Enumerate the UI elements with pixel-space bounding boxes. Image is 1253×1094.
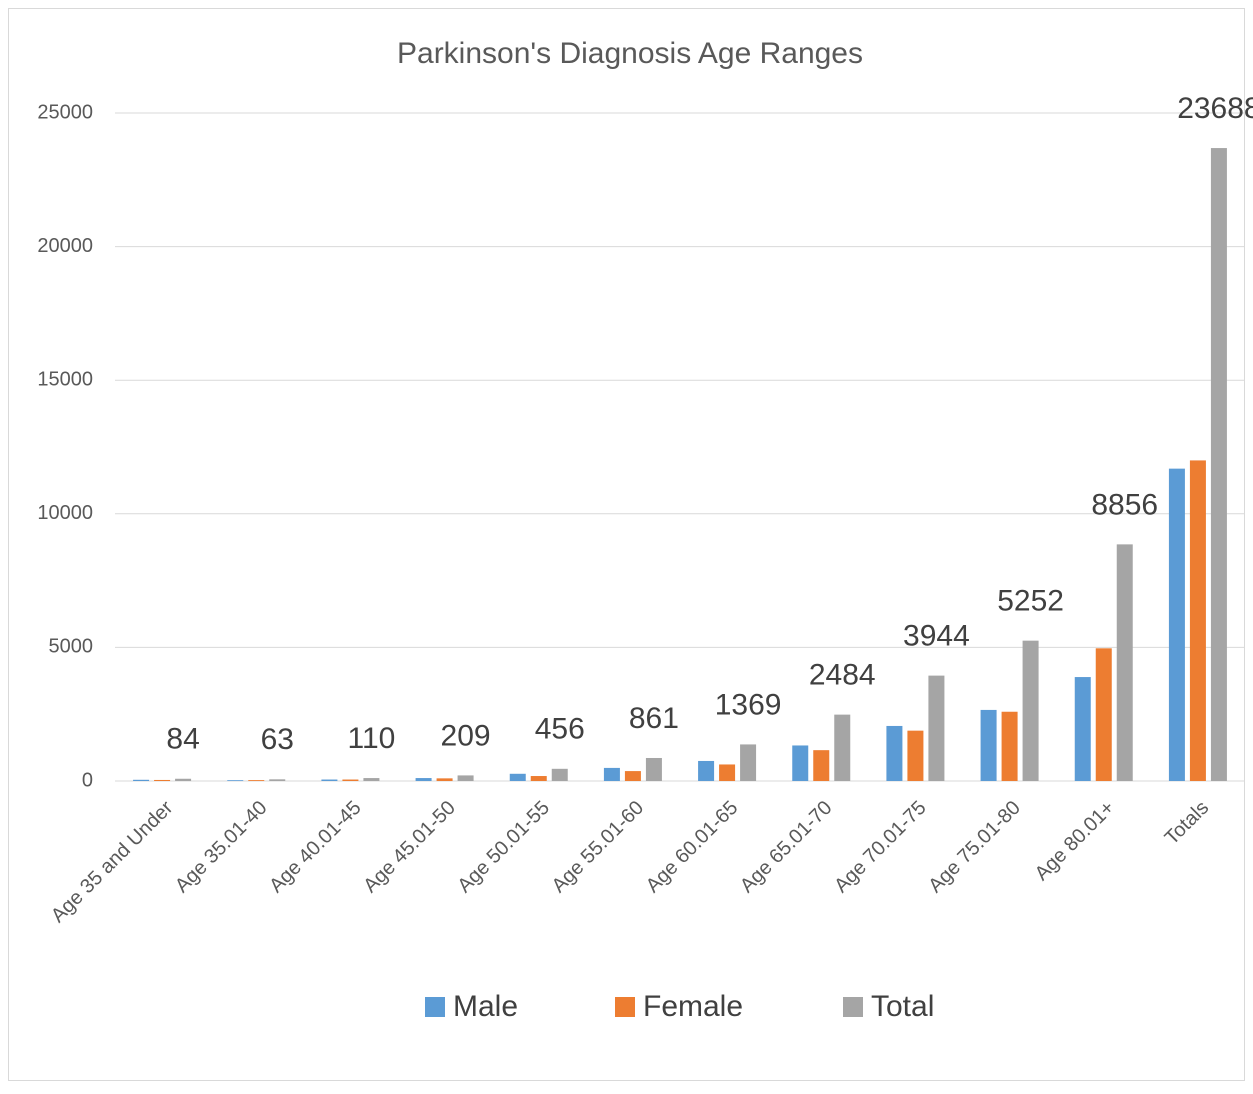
bar (645, 757, 662, 781)
data-label: 3944 (903, 620, 970, 653)
data-label: 1369 (715, 688, 782, 721)
bar (509, 773, 526, 781)
legend-label: Male (453, 990, 518, 1023)
data-label: 23688 (1177, 92, 1253, 125)
bar (342, 779, 359, 781)
bar (1210, 148, 1227, 781)
bar (1095, 648, 1112, 781)
bar (603, 767, 620, 781)
bar (530, 776, 547, 781)
bar (154, 779, 171, 781)
y-tick-label: 5000 (49, 636, 94, 658)
y-tick-label: 25000 (37, 101, 93, 123)
bar (1116, 544, 1133, 781)
data-label: 2484 (809, 659, 876, 692)
data-label: 110 (348, 722, 396, 755)
data-label: 84 (166, 723, 199, 756)
data-label: 456 (535, 713, 585, 746)
data-label: 63 (261, 723, 294, 756)
bar (551, 768, 568, 781)
bar (792, 745, 809, 781)
y-tick-label: 10000 (37, 502, 93, 524)
data-label: 209 (441, 719, 491, 752)
bar (698, 760, 715, 781)
y-tick-label: 15000 (37, 368, 93, 390)
bar (740, 744, 757, 781)
bar (928, 675, 945, 781)
data-label: 861 (629, 702, 679, 735)
bar (415, 778, 432, 781)
bar (719, 764, 736, 781)
chart-border (8, 8, 1245, 1081)
bar (248, 780, 265, 781)
data-label: 8856 (1091, 488, 1158, 521)
bar (813, 750, 830, 781)
y-tick-label: 20000 (37, 235, 93, 257)
legend-swatch (843, 997, 863, 1017)
bar (1001, 711, 1018, 781)
bar (1168, 468, 1185, 781)
y-tick-label: 0 (82, 769, 93, 791)
bar (1022, 640, 1039, 781)
legend-swatch (615, 997, 635, 1017)
bar (175, 778, 192, 781)
bar (363, 778, 380, 781)
bar (457, 775, 474, 781)
bar (227, 780, 244, 781)
bar (907, 730, 924, 781)
legend-label: Total (871, 990, 934, 1023)
bar (1074, 677, 1091, 781)
bar (980, 709, 997, 781)
bar (133, 779, 150, 781)
bar (321, 779, 338, 781)
bar (834, 714, 851, 781)
legend-swatch (425, 997, 445, 1017)
bar (624, 771, 641, 781)
data-label: 5252 (997, 585, 1064, 618)
bar (886, 725, 903, 781)
legend-label: Female (643, 990, 743, 1023)
chart-title: Parkinson's Diagnosis Age Ranges (397, 37, 863, 70)
bar (269, 779, 286, 781)
bar (436, 778, 453, 781)
bar (1189, 460, 1206, 781)
